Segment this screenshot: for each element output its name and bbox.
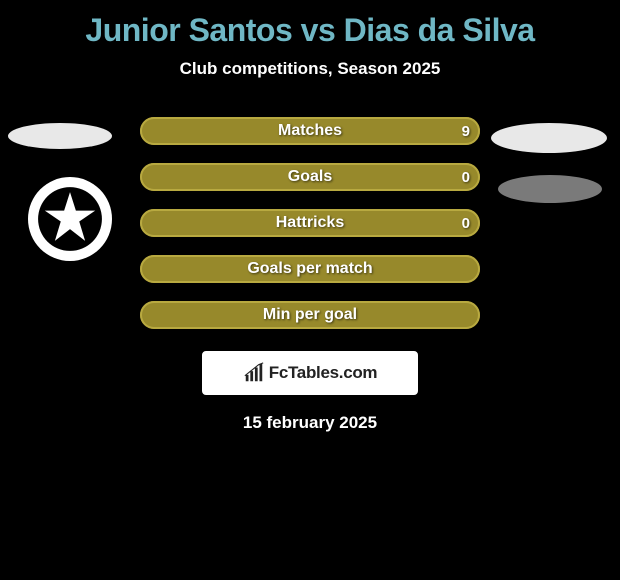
site-logo[interactable]: FcTables.com [202,351,418,395]
stat-bars: Matches9Goals0Hattricks0Goals per matchM… [140,117,480,329]
stat-bar-value: 9 [462,117,470,145]
comparison-panel: Matches9Goals0Hattricks0Goals per matchM… [0,117,620,433]
stat-bar-label: Goals per match [140,255,480,283]
stat-bar: Hattricks0 [140,209,480,237]
stat-bar-value: 0 [462,209,470,237]
club-badge [28,177,112,261]
decorative-ellipse [8,123,112,149]
stat-bar: Min per goal [140,301,480,329]
stat-bar-label: Hattricks [140,209,480,237]
decorative-ellipse [498,175,602,203]
stat-bar-label: Min per goal [140,301,480,329]
subtitle: Club competitions, Season 2025 [0,59,620,79]
stat-bar: Goals0 [140,163,480,191]
decorative-ellipse [491,123,607,153]
stat-bar-value: 0 [462,163,470,191]
date-label: 15 february 2025 [0,413,620,433]
page-title: Junior Santos vs Dias da Silva [0,0,620,49]
stat-bar: Matches9 [140,117,480,145]
stat-bar-label: Goals [140,163,480,191]
stat-bar-label: Matches [140,117,480,145]
chart-icon [243,362,265,384]
site-logo-text: FcTables.com [269,363,378,383]
stat-bar: Goals per match [140,255,480,283]
